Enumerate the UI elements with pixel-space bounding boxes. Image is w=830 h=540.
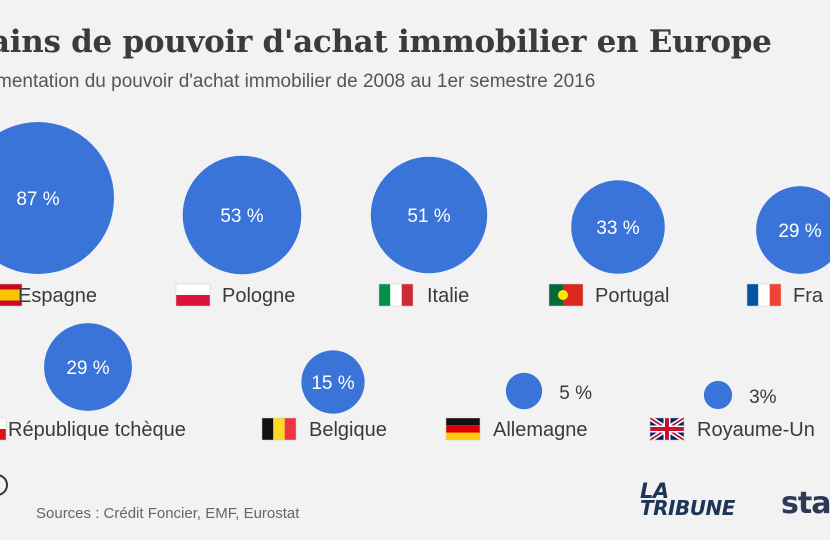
value-label-portugal: 33 % bbox=[596, 218, 639, 239]
value-label-pologne: 53 % bbox=[220, 206, 263, 227]
value-label-fra: 29 % bbox=[778, 221, 821, 242]
flag-pt-icon bbox=[549, 284, 583, 306]
flag-it-icon bbox=[379, 284, 413, 306]
bubble-chart: 87 % Espagne 53 % Pologne 51 % Italie 33 % Port… bbox=[0, 0, 830, 540]
country-label-fra: Fra bbox=[793, 285, 824, 307]
bubble-allemagne bbox=[506, 373, 542, 409]
country-label-royaume-un: Royaume-Un bbox=[697, 419, 815, 441]
country-label-italie: Italie bbox=[427, 285, 469, 307]
value-label-belgique: 15 % bbox=[311, 373, 354, 394]
value-label-republique-tcheque: 29 % bbox=[66, 358, 109, 379]
country-label-espagne: Espagne bbox=[18, 285, 97, 307]
value-label-allemagne: 5 % bbox=[559, 383, 592, 404]
flag-pl-icon bbox=[176, 284, 210, 306]
logo-tribune: TRIBUNE bbox=[640, 500, 735, 518]
flag-gb-icon bbox=[650, 418, 684, 440]
value-label-royaume-un: 3% bbox=[749, 387, 777, 408]
bubble-royaume-un bbox=[704, 381, 732, 409]
value-label-italie: 51 % bbox=[407, 206, 450, 227]
country-label-portugal: Portugal bbox=[595, 285, 670, 307]
flag-cz-icon bbox=[0, 418, 6, 440]
country-label-belgique: Belgique bbox=[309, 419, 387, 441]
country-label-allemagne: Allemagne bbox=[493, 419, 588, 441]
la-tribune-logo: LA TRIBUNE bbox=[640, 482, 735, 518]
statista-logo: stat bbox=[781, 486, 830, 521]
country-label-pologne: Pologne bbox=[222, 285, 295, 307]
source-note: Sources : Crédit Foncier, EMF, Eurostat bbox=[36, 505, 299, 522]
country-label-republique-tcheque: République tchèque bbox=[8, 419, 186, 441]
flag-fr-icon bbox=[747, 284, 781, 306]
flag-be-icon bbox=[262, 418, 296, 440]
flag-de-icon bbox=[446, 418, 480, 440]
value-label-espagne: 87 % bbox=[16, 189, 59, 210]
